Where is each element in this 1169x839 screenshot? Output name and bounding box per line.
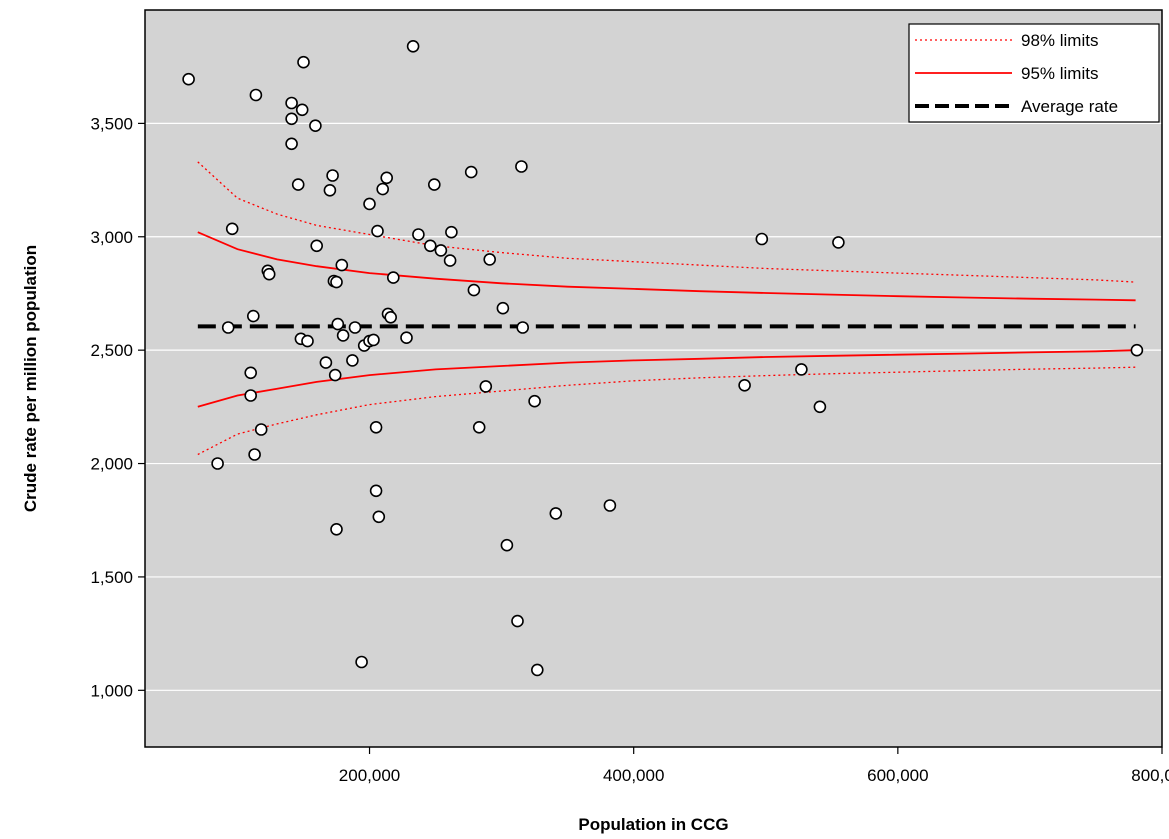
data-point-17 bbox=[295, 103, 309, 117]
data-point-2 bbox=[221, 321, 235, 334]
data-point-23 bbox=[323, 184, 337, 197]
data-point-64 bbox=[515, 160, 528, 173]
data-point-22 bbox=[319, 356, 333, 369]
data-point-73 bbox=[813, 400, 827, 414]
data-point-46 bbox=[384, 310, 398, 324]
data-point-67 bbox=[530, 663, 544, 677]
y-tick-label-4: 3,000 bbox=[90, 228, 133, 247]
data-point-47 bbox=[386, 271, 400, 284]
y-tick-label-3: 2,500 bbox=[90, 341, 133, 360]
data-point-69 bbox=[603, 499, 617, 512]
plot-area bbox=[145, 10, 1162, 747]
data-point-61 bbox=[496, 301, 510, 315]
data-point-24 bbox=[326, 169, 339, 182]
data-point-68 bbox=[549, 507, 563, 520]
data-point-39 bbox=[369, 484, 383, 498]
data-point-56 bbox=[464, 165, 478, 179]
data-point-42 bbox=[372, 510, 386, 524]
data-point-13 bbox=[285, 112, 298, 126]
data-point-50 bbox=[412, 228, 425, 241]
y-tick-label-0: 1,000 bbox=[90, 681, 133, 700]
data-point-21 bbox=[310, 239, 324, 253]
data-point-65 bbox=[516, 321, 530, 334]
legend-label-average-rate: Average rate bbox=[1021, 97, 1118, 116]
data-point-44 bbox=[380, 171, 394, 185]
x-tick-label-3: 800,000 bbox=[1131, 766, 1169, 785]
y-tick-label-2: 2,000 bbox=[90, 455, 133, 474]
data-point-18 bbox=[297, 55, 310, 69]
lower-95-limit-line bbox=[197, 349, 1136, 408]
data-point-31 bbox=[336, 329, 350, 342]
lower-98-limit-line bbox=[197, 366, 1136, 456]
axes: 1,000 1,500 2,000 2,500 3,000 3,500 200,000 400… bbox=[90, 9, 1169, 785]
data-point-70 bbox=[738, 378, 751, 392]
data-point-74 bbox=[832, 236, 845, 249]
data-point-28 bbox=[330, 522, 343, 536]
data-point-4 bbox=[244, 366, 257, 380]
data-point-29 bbox=[331, 317, 345, 331]
data-point-75 bbox=[1130, 343, 1144, 357]
data-point-26 bbox=[328, 368, 342, 382]
data-point-15 bbox=[291, 178, 305, 191]
data-point-27 bbox=[330, 275, 343, 289]
y-tick-label-1: 1,500 bbox=[90, 568, 133, 587]
data-point-63 bbox=[511, 614, 524, 628]
data-point-51 bbox=[423, 239, 437, 253]
legend: 98% limits 95% limits Average rate bbox=[908, 23, 1160, 123]
data-point-54 bbox=[443, 254, 457, 267]
data-point-72 bbox=[795, 363, 808, 376]
data-point-1 bbox=[211, 457, 224, 470]
data-point-14 bbox=[285, 137, 298, 151]
data-point-20 bbox=[309, 119, 322, 132]
data-point-5 bbox=[244, 389, 257, 402]
data-point-36 bbox=[363, 197, 376, 211]
data-point-40 bbox=[369, 420, 383, 434]
data-point-0 bbox=[182, 72, 195, 86]
data-point-8 bbox=[249, 88, 263, 102]
y-axis-title: Crude rate per million population bbox=[21, 245, 40, 512]
data-point-62 bbox=[500, 538, 514, 552]
data-point-71 bbox=[755, 232, 769, 246]
upper-95-limit-line bbox=[197, 231, 1136, 302]
data-point-41 bbox=[371, 224, 384, 238]
data-point-32 bbox=[346, 354, 359, 367]
x-axis-title: Population in CCG bbox=[578, 815, 728, 834]
x-tick-label-0: 200,000 bbox=[339, 766, 400, 785]
data-point-30 bbox=[335, 258, 349, 272]
data-point-55 bbox=[445, 225, 458, 239]
data-point-38 bbox=[367, 333, 380, 347]
data-point-9 bbox=[254, 423, 268, 436]
data-point-3 bbox=[225, 222, 239, 236]
data-point-43 bbox=[376, 182, 390, 196]
data-point-53 bbox=[434, 244, 448, 257]
data-point-66 bbox=[528, 394, 541, 408]
x-tick-label-1: 400,000 bbox=[603, 766, 664, 785]
data-point-7 bbox=[248, 448, 261, 461]
legend-label-98-limits: 98% limits bbox=[1021, 31, 1098, 50]
gridlines bbox=[145, 122, 1162, 691]
data-point-59 bbox=[479, 380, 493, 393]
data-point-58 bbox=[472, 420, 486, 434]
data-point-12 bbox=[285, 96, 298, 110]
plot-frame bbox=[144, 9, 1163, 748]
data-point-49 bbox=[406, 39, 420, 53]
data-point-57 bbox=[467, 283, 481, 297]
data-point-6 bbox=[247, 309, 260, 323]
data-point-11 bbox=[262, 267, 276, 281]
data-point-48 bbox=[400, 331, 413, 345]
data-point-34 bbox=[355, 655, 368, 669]
data-point-60 bbox=[483, 253, 497, 266]
data-point-33 bbox=[348, 321, 362, 334]
legend-label-95-limits: 95% limits bbox=[1021, 64, 1098, 83]
data-point-19 bbox=[301, 334, 314, 348]
data-point-52 bbox=[427, 178, 441, 191]
x-tick-label-2: 600,000 bbox=[867, 766, 928, 785]
y-tick-label-5: 3,500 bbox=[90, 114, 133, 133]
data-points bbox=[182, 39, 1144, 677]
